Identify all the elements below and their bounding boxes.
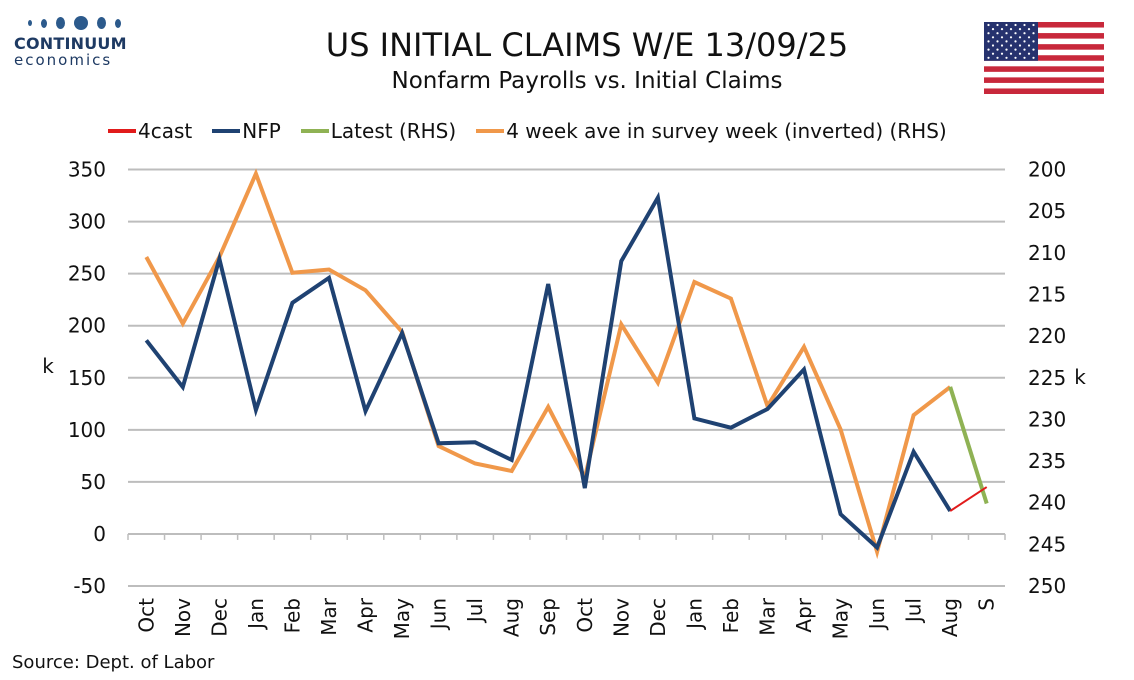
- legend-item-nfp: NFP: [212, 119, 281, 143]
- x-tick-label: Oct: [573, 598, 597, 633]
- right-tick-label: 215: [1028, 282, 1066, 306]
- x-tick-label: Apr: [792, 597, 816, 632]
- legend-swatch-nfp: [212, 129, 241, 133]
- x-tick-label: Sep: [536, 598, 560, 636]
- logo-sub: economics: [14, 51, 113, 69]
- legend-label-avg: 4 week ave in survey week (inverted) (RH…: [506, 119, 947, 143]
- legend-label-forecast: 4cast: [138, 119, 193, 143]
- chart-subtitle: Nonfarm Payrolls vs. Initial Claims: [391, 68, 783, 94]
- series-line-nfp: [144, 191, 952, 551]
- left-tick-label: 250: [68, 262, 106, 286]
- legend-swatch-latest: [300, 129, 329, 133]
- left-tick-label: 300: [68, 210, 106, 234]
- right-tick-label: 250: [1028, 574, 1066, 598]
- x-tick-label: Aug: [938, 598, 962, 637]
- left-tick-label: 350: [68, 158, 106, 182]
- x-tick-label: Mar: [755, 597, 779, 636]
- right-tick-label: 225: [1028, 366, 1066, 390]
- legend-item-latest: Latest (RHS): [300, 119, 457, 143]
- series-line-avg: [144, 168, 952, 560]
- x-tick-label: Jul: [463, 598, 487, 624]
- left-tick-label: 200: [68, 314, 106, 338]
- chart-legend: 4cast NFP Latest (RHS) 4 week ave in sur…: [108, 118, 967, 144]
- left-tick-label: 0: [93, 522, 106, 546]
- x-tick-label: Mar: [317, 597, 341, 636]
- series-layer: [144, 168, 989, 560]
- logo-dots-icon: [14, 14, 144, 32]
- x-tick-label: Dec: [207, 598, 231, 637]
- legend-swatch-avg: [476, 129, 505, 133]
- logo-brand: CONTINUUM: [14, 34, 127, 53]
- left-tick-label: 150: [68, 366, 106, 390]
- gridlines: [127, 168, 1006, 587]
- legend-item-forecast: 4cast: [108, 119, 192, 143]
- left-tick-label: 100: [68, 418, 106, 442]
- x-tick-label: Jan: [244, 598, 268, 631]
- right-tick-label: 245: [1028, 532, 1066, 556]
- left-tick-label: 50: [81, 470, 106, 494]
- source-note: Source: Dept. of Labor: [12, 652, 215, 673]
- legend-item-avg: 4 week ave in survey week (inverted) (RH…: [476, 119, 947, 143]
- chart-title: US INITIAL CLAIMS W/E 13/09/25: [325, 26, 849, 64]
- right-tick-label: 240: [1028, 491, 1066, 515]
- x-tick-label: Dec: [646, 598, 670, 637]
- x-tick-label: Nov: [171, 598, 195, 637]
- series-line-latest: [948, 386, 989, 505]
- legend-label-latest: Latest (RHS): [330, 119, 457, 143]
- x-tick-label: Jun: [865, 598, 889, 631]
- series-line-forecast: [949, 486, 988, 512]
- us-flag-icon: [984, 22, 1104, 94]
- x-tick-label: Oct: [134, 598, 158, 633]
- x-tick-label: S: [975, 598, 999, 611]
- right-tick-label: 220: [1028, 324, 1066, 348]
- legend-swatch-forecast: [108, 129, 136, 133]
- x-tick-label: Jan: [682, 598, 706, 631]
- right-axis-ticks: 200 205 210 215 220 225 230 235 240 245 250: [1028, 158, 1066, 599]
- right-tick-label: 205: [1028, 199, 1066, 223]
- x-tick-label: Jul: [902, 598, 926, 624]
- x-tick-label: Jun: [427, 598, 451, 631]
- left-axis-label: k: [42, 354, 54, 378]
- x-tick-label: Feb: [719, 598, 743, 633]
- x-tick-label: May: [829, 598, 853, 640]
- x-tick-label: Aug: [500, 598, 524, 637]
- left-axis-ticks: 350 300 250 200 150 100 50 0 -50: [68, 158, 106, 599]
- right-tick-label: 210: [1028, 241, 1066, 265]
- x-tick-label: Feb: [280, 598, 304, 633]
- continuum-economics-logo: CONTINUUM economics: [14, 14, 144, 76]
- x-tick-label: Apr: [354, 597, 378, 632]
- left-tick-label: -50: [73, 574, 106, 598]
- x-tick-label: Nov: [609, 598, 633, 637]
- x-axis-ticks: Oct Nov Dec Jan Feb Mar Apr May Jun Jul Aug Sep Oct N…: [134, 597, 998, 639]
- right-tick-label: 200: [1028, 158, 1066, 182]
- right-tick-label: 230: [1028, 407, 1066, 431]
- right-axis-label: k: [1074, 365, 1086, 389]
- right-tick-label: 235: [1028, 449, 1066, 473]
- legend-label-nfp: NFP: [242, 119, 281, 143]
- x-tick-label: May: [390, 598, 414, 640]
